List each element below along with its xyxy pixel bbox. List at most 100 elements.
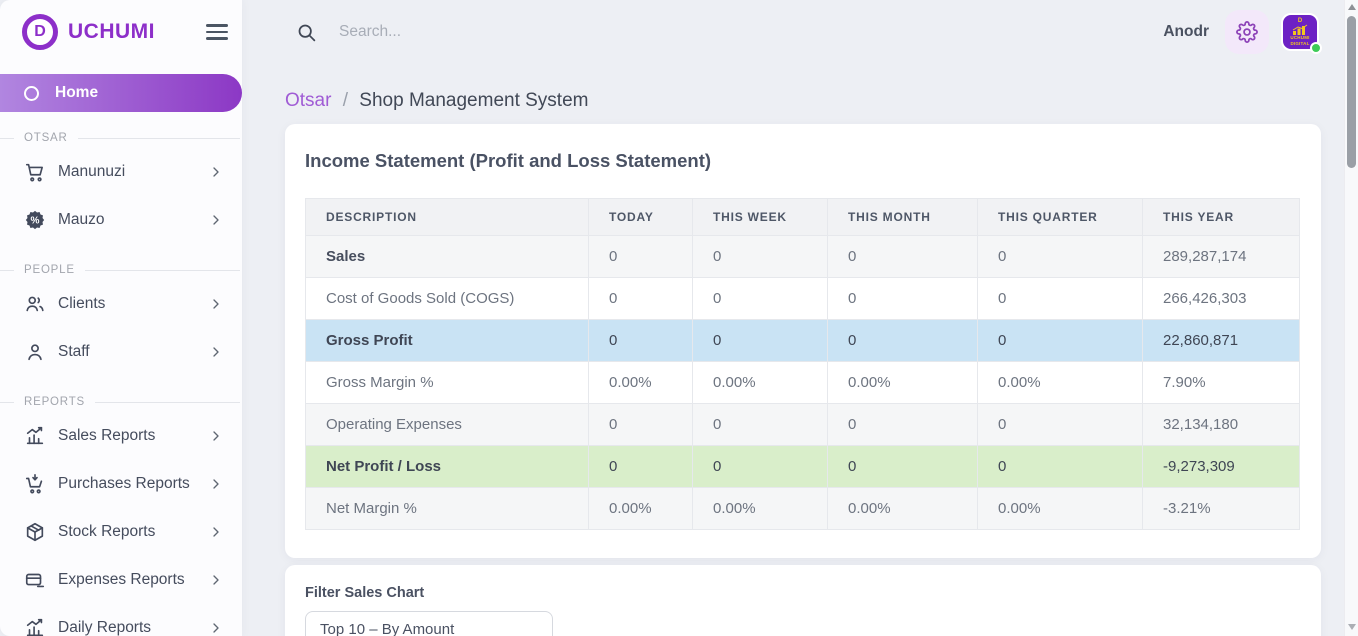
chevron-right-icon <box>213 299 219 309</box>
breadcrumb-current: Shop Management System <box>359 90 589 111</box>
cell-value: 0.00% <box>977 361 1143 404</box>
chevron-right-icon <box>213 479 219 489</box>
sidebar-item-label: Clients <box>58 295 106 312</box>
table-row: Cost of Goods Sold (COGS) 0 0 0 0 266,426,303 <box>305 277 1300 320</box>
card-title: Income Statement (Profit and Loss Statem… <box>305 150 712 171</box>
cell-value: 22,860,871 <box>1142 319 1300 362</box>
menu-toggle-icon[interactable] <box>206 18 228 46</box>
cell-value: 0 <box>827 277 978 320</box>
cell-value: 0 <box>977 235 1143 278</box>
cell-value: 0.00% <box>827 487 978 530</box>
chevron-right-icon <box>213 347 219 357</box>
section-label-text: REPORTS <box>24 396 85 408</box>
bar-chart-icon <box>26 426 44 445</box>
breadcrumb: Otsar / Shop Management System <box>285 90 1344 112</box>
avatar-text: DIGITAL <box>1290 40 1310 46</box>
sidebar-item-daily-reports[interactable]: Daily Reports <box>0 604 242 636</box>
table-row: Gross Margin % 0.00% 0.00% 0.00% 0.00% 7.90% <box>305 361 1300 404</box>
sidebar: D UCHUMI Home OTSAR Manunuzi % Mauzo PEO… <box>0 0 242 636</box>
sidebar-item-label: Stock Reports <box>58 523 156 540</box>
bar-chart-icon <box>26 618 44 636</box>
scroll-up-arrow-icon[interactable] <box>1348 4 1356 10</box>
table-row: Gross Profit 0 0 0 0 22,860,871 <box>305 319 1300 362</box>
cell-value: -3.21% <box>1142 487 1300 530</box>
svg-text:%: % <box>31 216 40 227</box>
topbar: Anodr D UCHUMI DIGITAL <box>242 0 1344 64</box>
col-this-month: THIS MONTH <box>827 198 978 236</box>
row-description: Gross Profit <box>305 319 589 362</box>
income-statement-table: DESCRIPTION TODAY THIS WEEK THIS MONTH T… <box>305 198 1300 530</box>
table-row: Operating Expenses 0 0 0 0 32,134,180 <box>305 403 1300 446</box>
sidebar-item-stock-reports[interactable]: Stock Reports <box>0 508 242 556</box>
search-bar <box>296 22 1163 43</box>
row-description: Operating Expenses <box>305 403 589 446</box>
cell-value: 0.00% <box>977 487 1143 530</box>
cell-value: 0 <box>827 319 978 362</box>
cell-value: 0.00% <box>588 487 693 530</box>
cell-value: 266,426,303 <box>1142 277 1300 320</box>
chevron-right-icon <box>213 167 219 177</box>
chevron-right-icon <box>213 575 219 585</box>
cell-value: 0 <box>827 445 978 488</box>
cell-value: 0 <box>827 403 978 446</box>
breadcrumb-parent-link[interactable]: Otsar <box>285 90 332 111</box>
main-content: Otsar / Shop Management System Income St… <box>242 64 1344 636</box>
online-status-dot <box>1310 42 1322 54</box>
col-this-quarter: THIS QUARTER <box>977 198 1143 236</box>
sidebar-item-label: Daily Reports <box>58 619 152 636</box>
cell-value: 0 <box>977 277 1143 320</box>
cell-value: 0.00% <box>692 487 828 530</box>
cell-value: 0 <box>692 445 828 488</box>
cell-value: 0 <box>588 445 693 488</box>
sidebar-item-clients[interactable]: Clients <box>0 280 242 328</box>
sidebar-item-mauzo[interactable]: % Mauzo <box>0 196 242 244</box>
sidebar-item-home[interactable]: Home <box>0 74 242 112</box>
search-input[interactable] <box>339 23 759 41</box>
table-row: Net Profit / Loss 0 0 0 0 -9,273,309 <box>305 445 1300 488</box>
section-label-text: OTSAR <box>24 132 68 144</box>
cell-value: 0 <box>692 235 828 278</box>
sidebar-item-staff[interactable]: Staff <box>0 328 242 376</box>
page-scrollbar <box>1344 0 1358 636</box>
chevron-right-icon <box>213 527 219 537</box>
cell-value: 0 <box>588 235 693 278</box>
row-description: Sales <box>305 235 589 278</box>
sidebar-item-label: Expenses Reports <box>58 571 185 588</box>
avatar-chart-icon <box>1292 24 1308 35</box>
col-description: DESCRIPTION <box>305 198 589 236</box>
sales-chart-filter-select[interactable]: Top 10 – By Amount <box>305 611 553 636</box>
sidebar-item-manunuzi[interactable]: Manunuzi <box>0 148 242 196</box>
cell-value: 0 <box>692 277 828 320</box>
cell-value: 0.00% <box>588 361 693 404</box>
users-icon <box>26 296 44 312</box>
brand: D UCHUMI <box>0 0 242 50</box>
row-description: Gross Margin % <box>305 361 589 404</box>
section-label-text: PEOPLE <box>24 264 75 276</box>
scroll-down-arrow-icon[interactable] <box>1348 624 1356 630</box>
settings-button[interactable] <box>1225 10 1269 54</box>
sidebar-item-label: Staff <box>58 343 90 360</box>
username: Anodr <box>1163 23 1209 40</box>
table-row: Net Margin % 0.00% 0.00% 0.00% 0.00% -3.21% <box>305 487 1300 530</box>
chevron-right-icon <box>213 623 219 633</box>
cell-value: 0 <box>588 277 693 320</box>
avatar-letter: D <box>1297 18 1303 24</box>
sidebar-item-label: Sales Reports <box>58 427 156 444</box>
cell-value: 7.90% <box>1142 361 1300 404</box>
breadcrumb-separator: / <box>342 90 349 111</box>
sidebar-item-sales-reports[interactable]: Sales Reports <box>0 412 242 460</box>
gear-icon <box>1236 21 1258 43</box>
filter-sales-chart-label: Filter Sales Chart <box>305 585 425 601</box>
user-avatar[interactable]: D UCHUMI DIGITAL <box>1281 13 1322 54</box>
brand-name: UCHUMI <box>68 20 155 43</box>
cart-down-icon <box>25 474 43 494</box>
sidebar-item-expenses-reports[interactable]: Expenses Reports <box>0 556 242 604</box>
cell-value: 0 <box>977 445 1143 488</box>
sidebar-item-purchases-reports[interactable]: Purchases Reports <box>0 460 242 508</box>
cell-value: 0.00% <box>692 361 828 404</box>
sidebar-item-label: Home <box>55 84 99 101</box>
col-this-week: THIS WEEK <box>692 198 828 236</box>
scrollbar-thumb[interactable] <box>1347 16 1356 168</box>
row-description: Net Margin % <box>305 487 589 530</box>
cell-value: 0 <box>977 403 1143 446</box>
